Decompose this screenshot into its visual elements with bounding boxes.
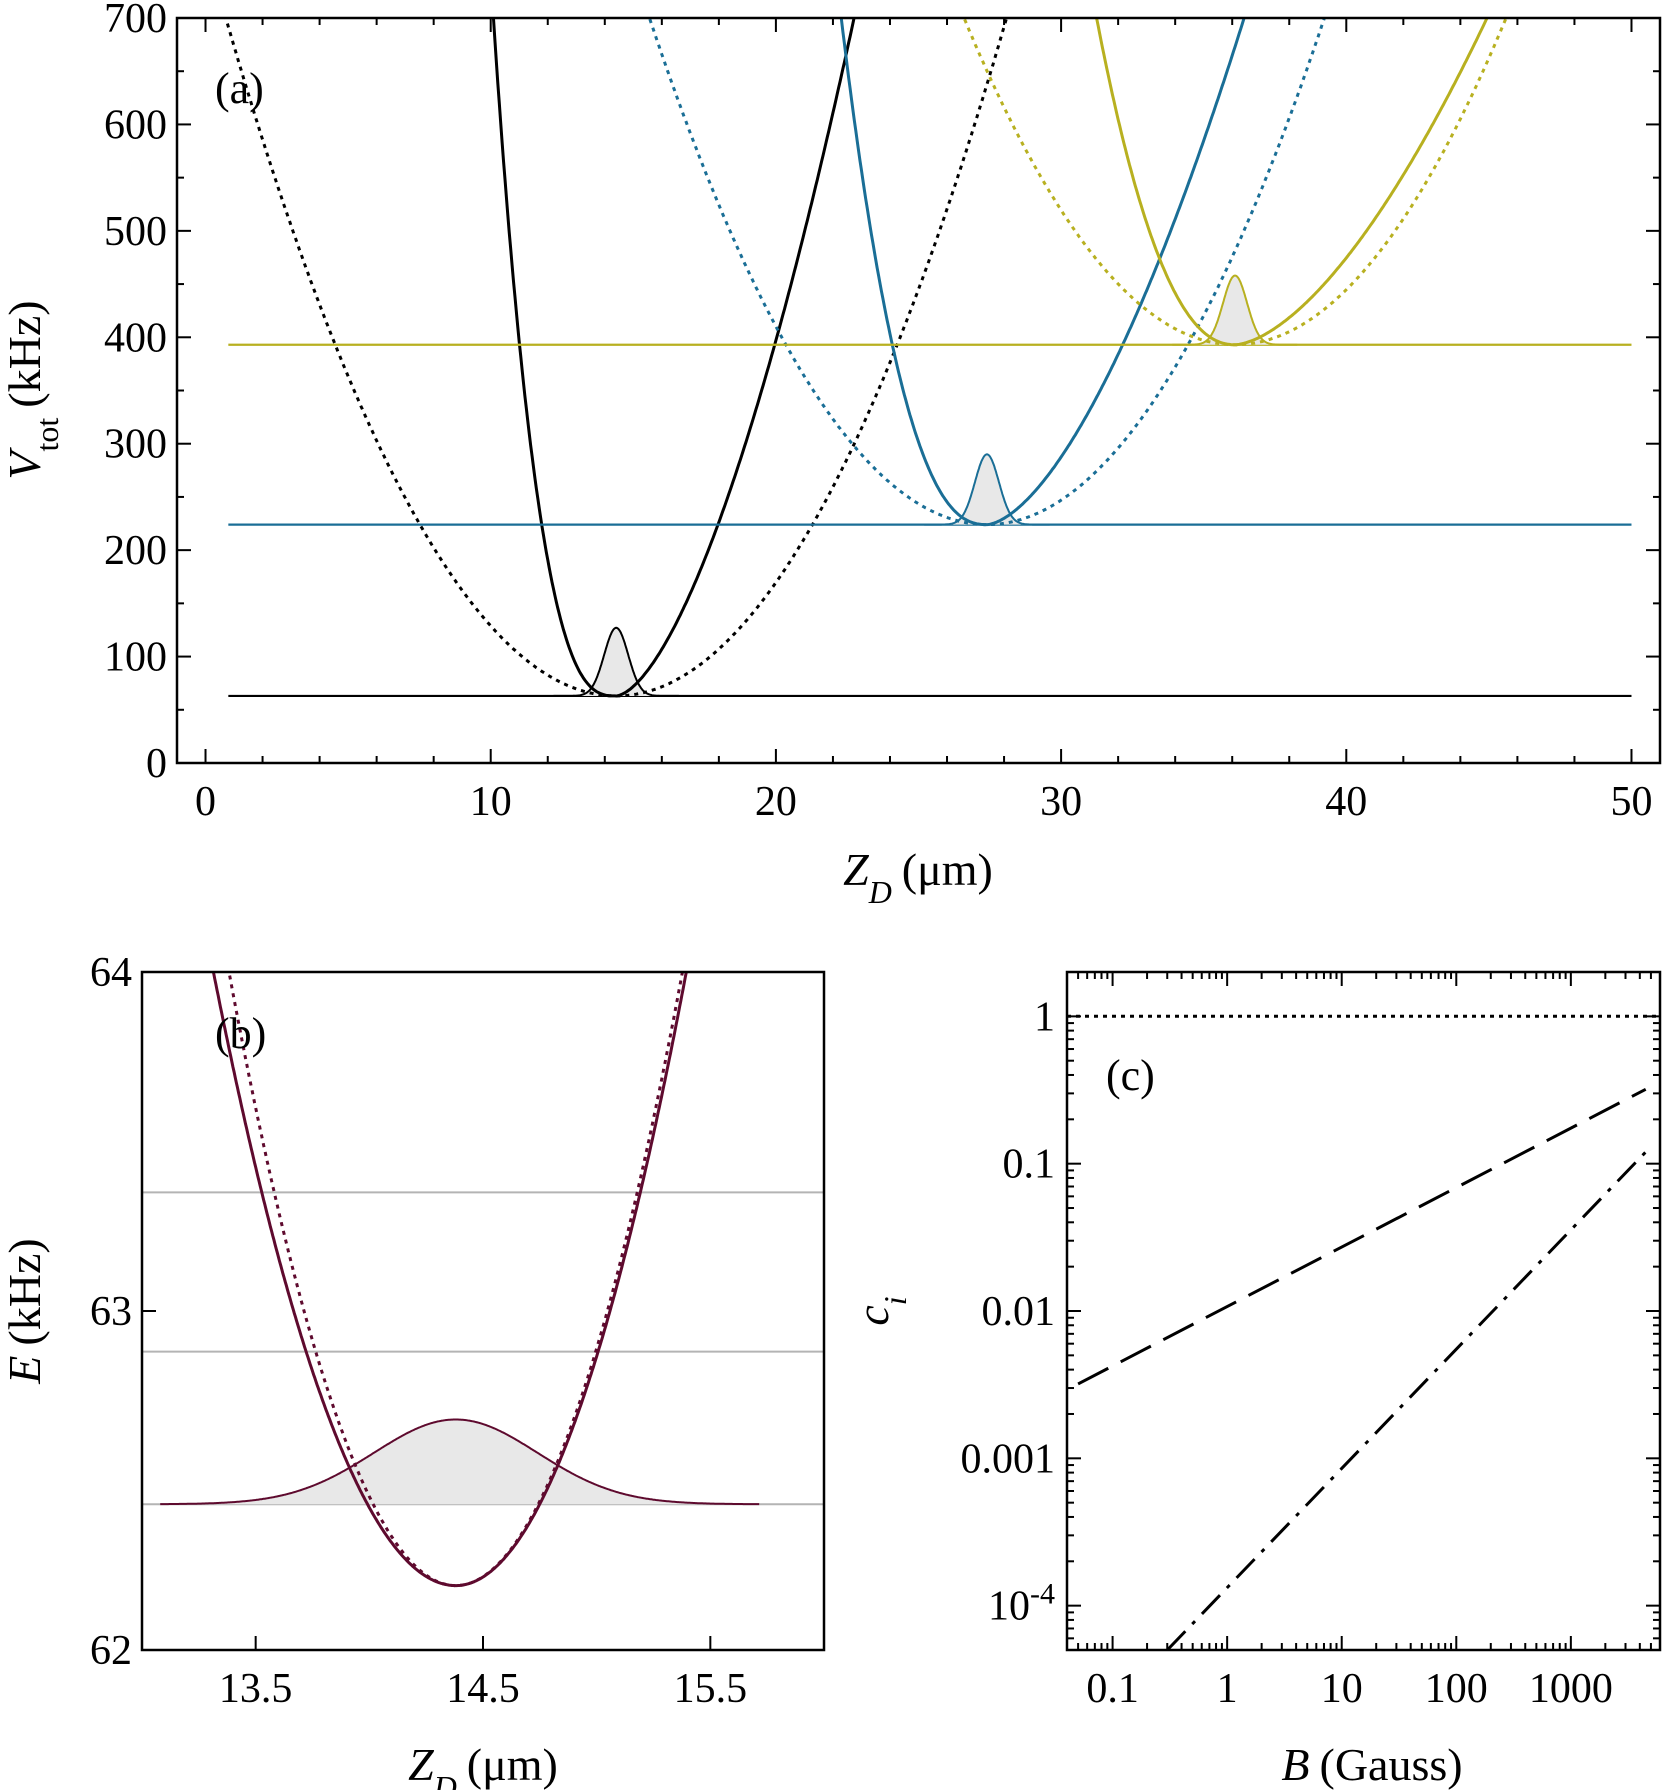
panel-c-ylabel: ci <box>847 1296 913 1325</box>
panel-c-xtick-label: 1 <box>1217 1666 1238 1712</box>
panel-a-ylabel-unit: (kHz) <box>0 300 50 407</box>
panel-b-ticks: 13.5 14.5 15.5 62 63 64 <box>90 950 747 1712</box>
panel-b-frame <box>140 970 826 1652</box>
panel-c-ytick-label: 1 <box>1034 994 1055 1040</box>
panel-a-ytick-label: 300 <box>104 422 167 468</box>
panel-c-xtick-label: 1000 <box>1529 1666 1613 1712</box>
panel-a-wavefunction-fill-black <box>553 627 679 696</box>
panel-b-ylabel: E (kHz) <box>0 1238 50 1384</box>
panel-a-ytick-label: 600 <box>104 102 167 148</box>
panel-a-ytick-label: 700 <box>104 0 167 42</box>
panel-b-xtick-label: 15.5 <box>674 1666 748 1712</box>
panel-b-ylabel-main: E <box>0 1356 50 1385</box>
panel-c-ytick-power-base: 10 <box>988 1584 1030 1630</box>
panel-a-ytick-label: 0 <box>146 741 167 787</box>
panel-a-ytick-label: 100 <box>104 635 167 681</box>
panel-a-potential-black <box>491 18 856 698</box>
panel-a-wavefunction-fill-yellow <box>1172 275 1298 345</box>
panel-a-ytick-label: 400 <box>104 315 167 361</box>
panel-a-frame <box>175 16 1662 765</box>
panel-c-xtick-label: 10 <box>1321 1666 1363 1712</box>
panel-b-xlabel: ZD (μm) <box>408 1739 558 1790</box>
panel-b-ytick-label: 63 <box>90 1289 132 1335</box>
panel-a-xlabel-sub: D <box>868 874 892 910</box>
panel-a-curves <box>224 18 1632 698</box>
panel-b-potential <box>211 972 688 1588</box>
panel-a-xlabel: ZD (μm) <box>843 844 993 910</box>
panel-c-xlabel: B (Gauss) <box>1281 1739 1462 1790</box>
panel-a-xtick-label: 30 <box>1040 779 1082 825</box>
panel-c-xlabel-unit: (Gauss) <box>1320 1739 1463 1790</box>
panel-b-xlabel-main: Z <box>408 1739 434 1790</box>
panel-b-wavefunction <box>160 1418 760 1506</box>
panel-b-xtick-label: 13.5 <box>219 1666 293 1712</box>
panel-c-ylabel-main: c <box>847 1305 898 1325</box>
panel-b-curves <box>142 972 824 1588</box>
panel-a-label: (a) <box>215 64 264 113</box>
panel-a-xlabel-main: Z <box>843 844 869 895</box>
panel-c-xtick-label: 100 <box>1425 1666 1488 1712</box>
panel-c-label: (c) <box>1106 1051 1155 1100</box>
panel-b-wavefunction-fill <box>160 1419 761 1505</box>
panel-c-curves <box>1067 1014 1660 1650</box>
panel-a-wavefunction-blue <box>924 453 1050 526</box>
panel-c-ytick-power-label: 10-4 <box>988 1577 1055 1630</box>
panel-c-ytick-power-exponent: -4 <box>1030 1577 1055 1610</box>
panel-a-harmonic-yellow <box>962 18 1508 347</box>
panel-b: 13.5 14.5 15.5 62 63 64 (b) ZD (μm) E (kHz) <box>0 950 826 1790</box>
panel-b-xtick-label: 14.5 <box>446 1666 520 1712</box>
panel-a-wavefunction-yellow <box>1172 274 1298 346</box>
panel-b-ylabel-unit: (kHz) <box>0 1238 50 1345</box>
panel-c-xlabel-main: B <box>1281 1739 1309 1790</box>
panel-b-xlabel-unit: (μm) <box>467 1739 558 1790</box>
panel-a-xtick-label: 0 <box>195 779 216 825</box>
panel-c-series-dash-dot <box>1166 1150 1647 1650</box>
panel-b-ytick-label: 64 <box>90 950 132 996</box>
panel-b-xlabel-sub: D <box>433 1769 457 1790</box>
panel-a-potential-blue <box>839 18 1246 527</box>
panel-c-ytick-label: 0.001 <box>961 1436 1056 1482</box>
panel-a-harmonic-black <box>224 18 1009 698</box>
panel-a-wavefunction-fill-blue <box>924 454 1050 525</box>
panel-a-ytick-label: 500 <box>104 209 167 255</box>
panel-a-xtick-label: 50 <box>1610 779 1652 825</box>
panel-a-ylabel: Vtot (kHz) <box>0 300 65 479</box>
panel-c-xtick-label: 0.1 <box>1086 1666 1139 1712</box>
panel-b-ytick-label: 62 <box>90 1628 132 1674</box>
panel-a-wavefunction-black <box>553 626 679 697</box>
panel-a-potential-yellow <box>1095 18 1489 347</box>
panel-c-ytick-label: 0.1 <box>1003 1142 1056 1188</box>
panel-a-xtick-label: 40 <box>1325 779 1367 825</box>
panel-a-xtick-label: 10 <box>470 779 512 825</box>
panel-a-xtick-label: 20 <box>755 779 797 825</box>
panel-a-ytick-label: 200 <box>104 528 167 574</box>
panel-a-ylabel-main: V <box>0 447 50 480</box>
panel-c-frame <box>1065 970 1662 1652</box>
panel-a-xlabel-unit: (μm) <box>902 844 993 895</box>
panel-c-ylabel-sub: i <box>877 1296 913 1305</box>
panel-b-label: (b) <box>215 1009 266 1058</box>
panel-c-series-dashed <box>1077 1087 1647 1386</box>
panel-c-ytick-label: 0.01 <box>982 1289 1056 1335</box>
panel-a-ylabel-sub: tot <box>29 418 65 452</box>
